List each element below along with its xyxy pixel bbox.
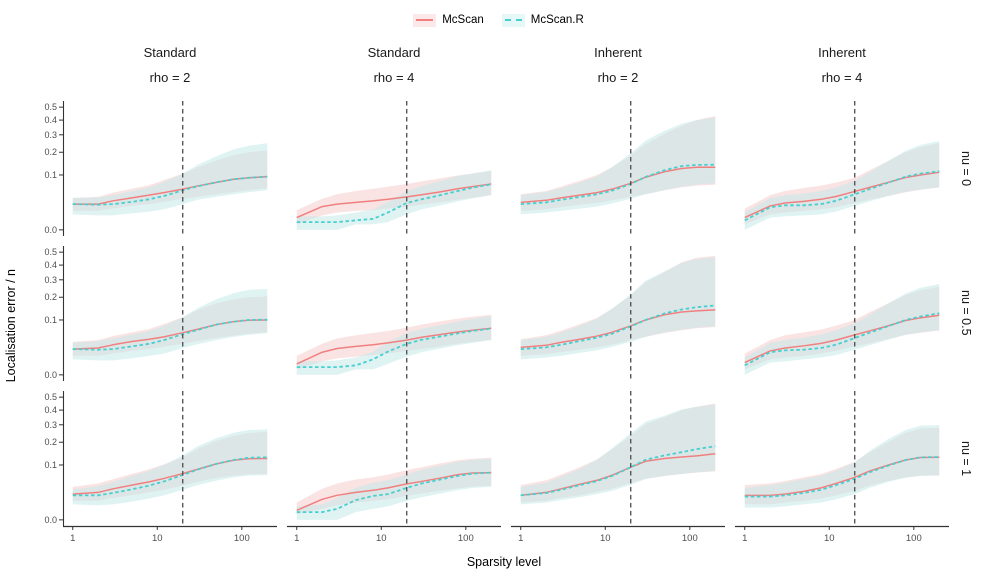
panel-nu1-standard-rho2: 0.0 0.1 0.2 0.3 0.4 0.5 1 10 100 (44, 390, 277, 544)
svg-text:1: 1 (70, 533, 75, 544)
legend-item-mcscanr: McScan.R (501, 13, 584, 27)
y-axis-title: Localisation error / n (4, 269, 18, 383)
facet-col-header-inherent-rho2: Inherent rho = 2 (511, 36, 725, 91)
svg-text:0.1: 0.1 (44, 170, 57, 180)
svg-text:0.0: 0.0 (44, 225, 57, 235)
panel-nu05-standard-rho2: 0.0 0.1 0.2 0.3 0.4 0.5 (44, 245, 268, 381)
facet-row-strip-nu05: nu = 0.5 (959, 290, 973, 336)
svg-text:100: 100 (682, 533, 698, 544)
panel-nu0-inherent-rho4 (744, 100, 940, 236)
svg-text:0.0: 0.0 (44, 370, 57, 380)
svg-text:0.5: 0.5 (44, 392, 57, 402)
svg-text:0.2: 0.2 (44, 437, 57, 447)
svg-text:0.1: 0.1 (44, 315, 57, 325)
svg-text:100: 100 (234, 533, 250, 544)
facet-header-line2: rho = 4 (821, 70, 863, 86)
svg-text:0.2: 0.2 (44, 292, 57, 302)
facet-row-strip-nu0: nu = 0 (959, 150, 973, 186)
svg-text:0.3: 0.3 (44, 129, 57, 139)
svg-text:0.1: 0.1 (44, 460, 57, 470)
legend-item-mcscan: McScan (413, 13, 484, 27)
panel-nu1-inherent-rho4: 1 10 100 (735, 390, 949, 544)
svg-text:10: 10 (152, 533, 163, 544)
mcscan-line-swatch (413, 13, 437, 27)
panel-nu1-inherent-rho2: 1 10 100 (511, 390, 725, 544)
svg-text:0.0: 0.0 (44, 515, 57, 525)
svg-text:10: 10 (600, 533, 611, 544)
x-axis-title: Sparsity level (466, 554, 542, 569)
svg-text:0.4: 0.4 (44, 260, 57, 270)
panel-nu0-standard-rho2: 0.0 0.1 0.2 0.3 0.4 0.5 (44, 100, 268, 236)
facet-row-strip-nu1: nu = 1 (959, 440, 973, 476)
svg-text:0.3: 0.3 (44, 419, 57, 429)
panel-nu0-inherent-rho2 (520, 100, 716, 236)
facet-col-header-inherent-rho4: Inherent rho = 4 (735, 36, 949, 91)
svg-text:10: 10 (376, 533, 387, 544)
svg-text:0.5: 0.5 (44, 102, 57, 112)
facet-header-line1: Inherent (594, 45, 642, 60)
svg-text:100: 100 (458, 533, 474, 544)
svg-text:1: 1 (294, 533, 299, 544)
facet-header-line2: rho = 2 (149, 70, 191, 86)
svg-text:10: 10 (824, 533, 835, 544)
facet-header-line1: Standard (367, 45, 421, 60)
panel-nu05-inherent-rho4 (744, 245, 940, 381)
legend: McScan McScan.R (0, 0, 997, 34)
panel-nu1-standard-rho4: 1 10 100 (287, 390, 501, 544)
facet-col-header-standard-rho4: Standard rho = 4 (287, 36, 501, 91)
panel-nu05-inherent-rho2 (520, 245, 716, 381)
facet-header-line2: rho = 2 (597, 70, 639, 86)
mcscanr-line-swatch (501, 13, 525, 27)
svg-text:0.3: 0.3 (44, 274, 57, 284)
facet-grid: Standard rho = 2 Standard rho = 4 Inhere… (0, 36, 997, 569)
facet-col-header-standard-rho2: Standard rho = 2 (29, 36, 277, 91)
svg-text:1: 1 (518, 533, 523, 544)
panel-nu05-standard-rho4 (296, 245, 492, 381)
panel-nu0-standard-rho4 (296, 100, 492, 236)
facet-header-line1: Standard (143, 45, 197, 60)
legend-label: McScan.R (530, 14, 584, 26)
facet-header-line1: Inherent (818, 45, 866, 60)
facet-header-line2: rho = 4 (373, 70, 415, 86)
svg-text:0.5: 0.5 (44, 247, 57, 257)
svg-text:1: 1 (742, 533, 747, 544)
svg-text:100: 100 (906, 533, 922, 544)
svg-text:0.4: 0.4 (44, 115, 57, 125)
svg-text:0.4: 0.4 (44, 405, 57, 415)
legend-label: McScan (442, 14, 484, 26)
svg-text:0.2: 0.2 (44, 147, 57, 157)
